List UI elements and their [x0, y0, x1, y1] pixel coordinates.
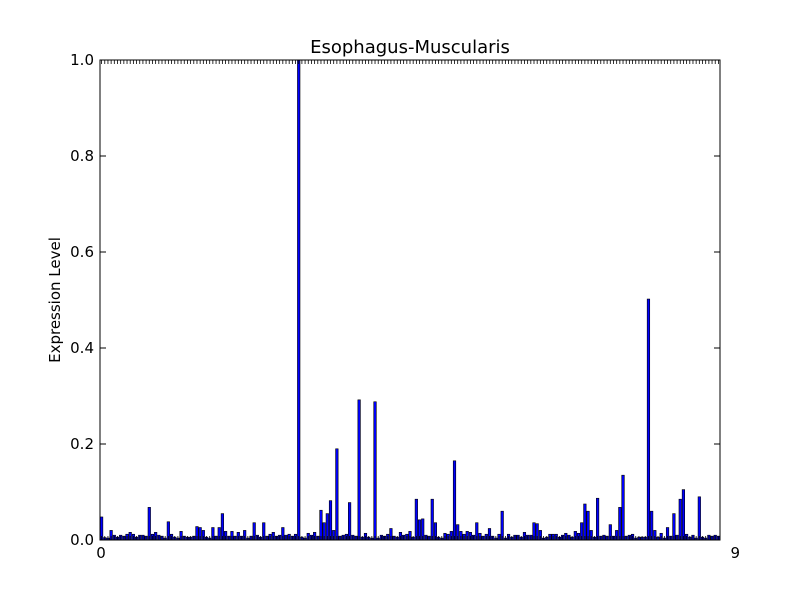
bar: [646, 298, 651, 541]
y-tick-label: 0.0: [70, 531, 94, 549]
bar: [373, 401, 377, 541]
plot-frame: [99, 59, 721, 541]
x-tick-label-last: 9: [730, 544, 740, 562]
bar: [586, 510, 590, 541]
y-axis-ticks: 0.0 0.2 0.4 0.6 0.8 1.0: [70, 51, 720, 549]
bar: [500, 510, 504, 541]
bar: [583, 503, 587, 541]
bar: [147, 507, 151, 541]
bar: [621, 474, 625, 541]
bar: [678, 498, 682, 541]
bar: [596, 497, 600, 541]
bar: [357, 399, 361, 541]
bar: [618, 507, 622, 541]
y-tick-label: 0.6: [70, 243, 94, 261]
bar: [681, 489, 685, 541]
bar: [452, 460, 457, 541]
bar: [328, 500, 333, 541]
bar: [348, 502, 352, 541]
x-axis-ticks: [101, 60, 719, 540]
y-tick-label: 0.8: [70, 147, 94, 165]
chart-title: Esophagus-Muscularis: [310, 37, 510, 58]
y-tick-label: 0.4: [70, 339, 94, 357]
bar: [335, 448, 339, 541]
bar: [650, 510, 654, 541]
bar: [414, 498, 418, 541]
bar: [430, 498, 434, 541]
y-axis-label: Expression Level: [46, 237, 64, 363]
y-tick-label: 0.2: [70, 435, 94, 453]
y-tick-label: 1.0: [70, 51, 94, 69]
bar: [297, 59, 301, 541]
x-tick-label-first: 0: [96, 544, 106, 562]
bar: [697, 496, 701, 541]
bar: [319, 509, 323, 541]
